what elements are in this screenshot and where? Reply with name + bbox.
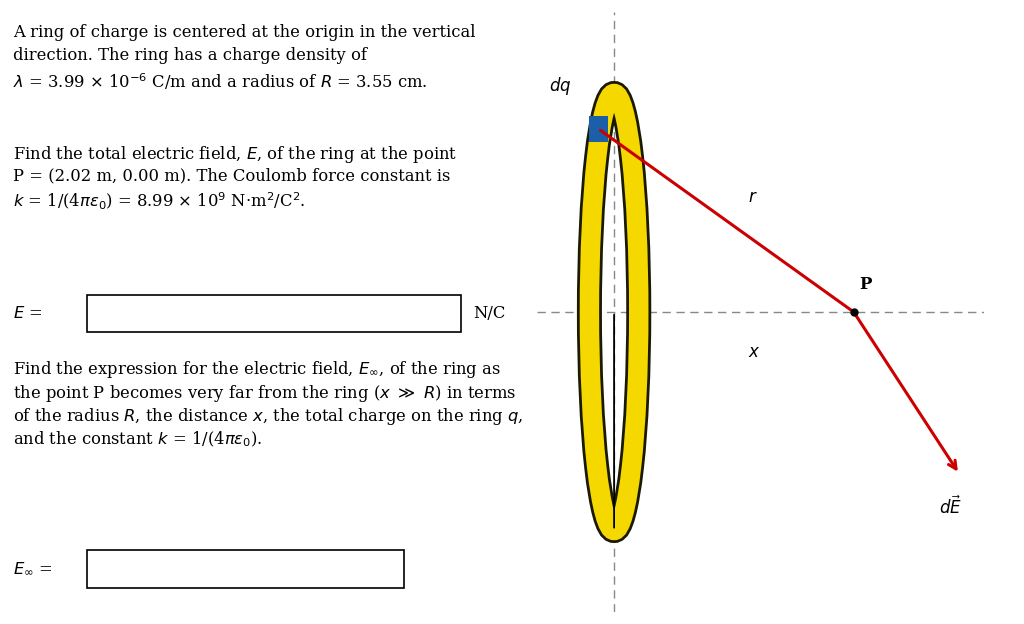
Text: $x$: $x$	[748, 344, 761, 361]
Text: A ring of charge is centered at the origin in the vertical: A ring of charge is centered at the orig…	[13, 24, 476, 41]
Text: of the radius $R$, the distance $x$, the total charge on the ring $q$,: of the radius $R$, the distance $x$, the…	[13, 406, 523, 427]
Text: Find the expression for the electric field, $E_\infty$, of the ring as: Find the expression for the electric fie…	[13, 359, 501, 380]
Text: P = (2.02 m, 0.00 m). The Coulomb force constant is: P = (2.02 m, 0.00 m). The Coulomb force …	[13, 167, 451, 184]
Text: Find the total electric field, $E$, of the ring at the point: Find the total electric field, $E$, of t…	[13, 144, 458, 165]
Text: $\lambda$ = 3.99 $\times$ 10$^{-6}$ C/m and a radius of $R$ = 3.55 cm.: $\lambda$ = 3.99 $\times$ 10$^{-6}$ C/m …	[13, 71, 428, 92]
Bar	[589, 115, 608, 142]
Text: $E_\infty$ =: $E_\infty$ =	[13, 560, 53, 578]
Text: N/C: N/C	[473, 305, 506, 322]
Text: $d\vec{E}$: $d\vec{E}$	[939, 495, 963, 518]
Text: and the constant $k$ = 1/(4$\pi\epsilon_0$).: and the constant $k$ = 1/(4$\pi\epsilon_…	[13, 430, 263, 449]
Text: $E$ =: $E$ =	[13, 305, 43, 322]
Text: $dq$: $dq$	[549, 76, 571, 97]
Text: $R$: $R$	[623, 420, 635, 437]
Text: P: P	[859, 276, 871, 293]
Text: $k$ = 1/(4$\pi\epsilon_0$) = 8.99 $\times$ 10$^{9}$ N$\cdot$m$^2$/C$^2$.: $k$ = 1/(4$\pi\epsilon_0$) = 8.99 $\time…	[13, 191, 306, 212]
Text: direction. The ring has a charge density of: direction. The ring has a charge density…	[13, 47, 368, 64]
Text: $r$: $r$	[748, 189, 758, 207]
Text: the point P becomes very far from the ring ($x$ $\gg$ $R$) in terms: the point P becomes very far from the ri…	[13, 383, 516, 404]
